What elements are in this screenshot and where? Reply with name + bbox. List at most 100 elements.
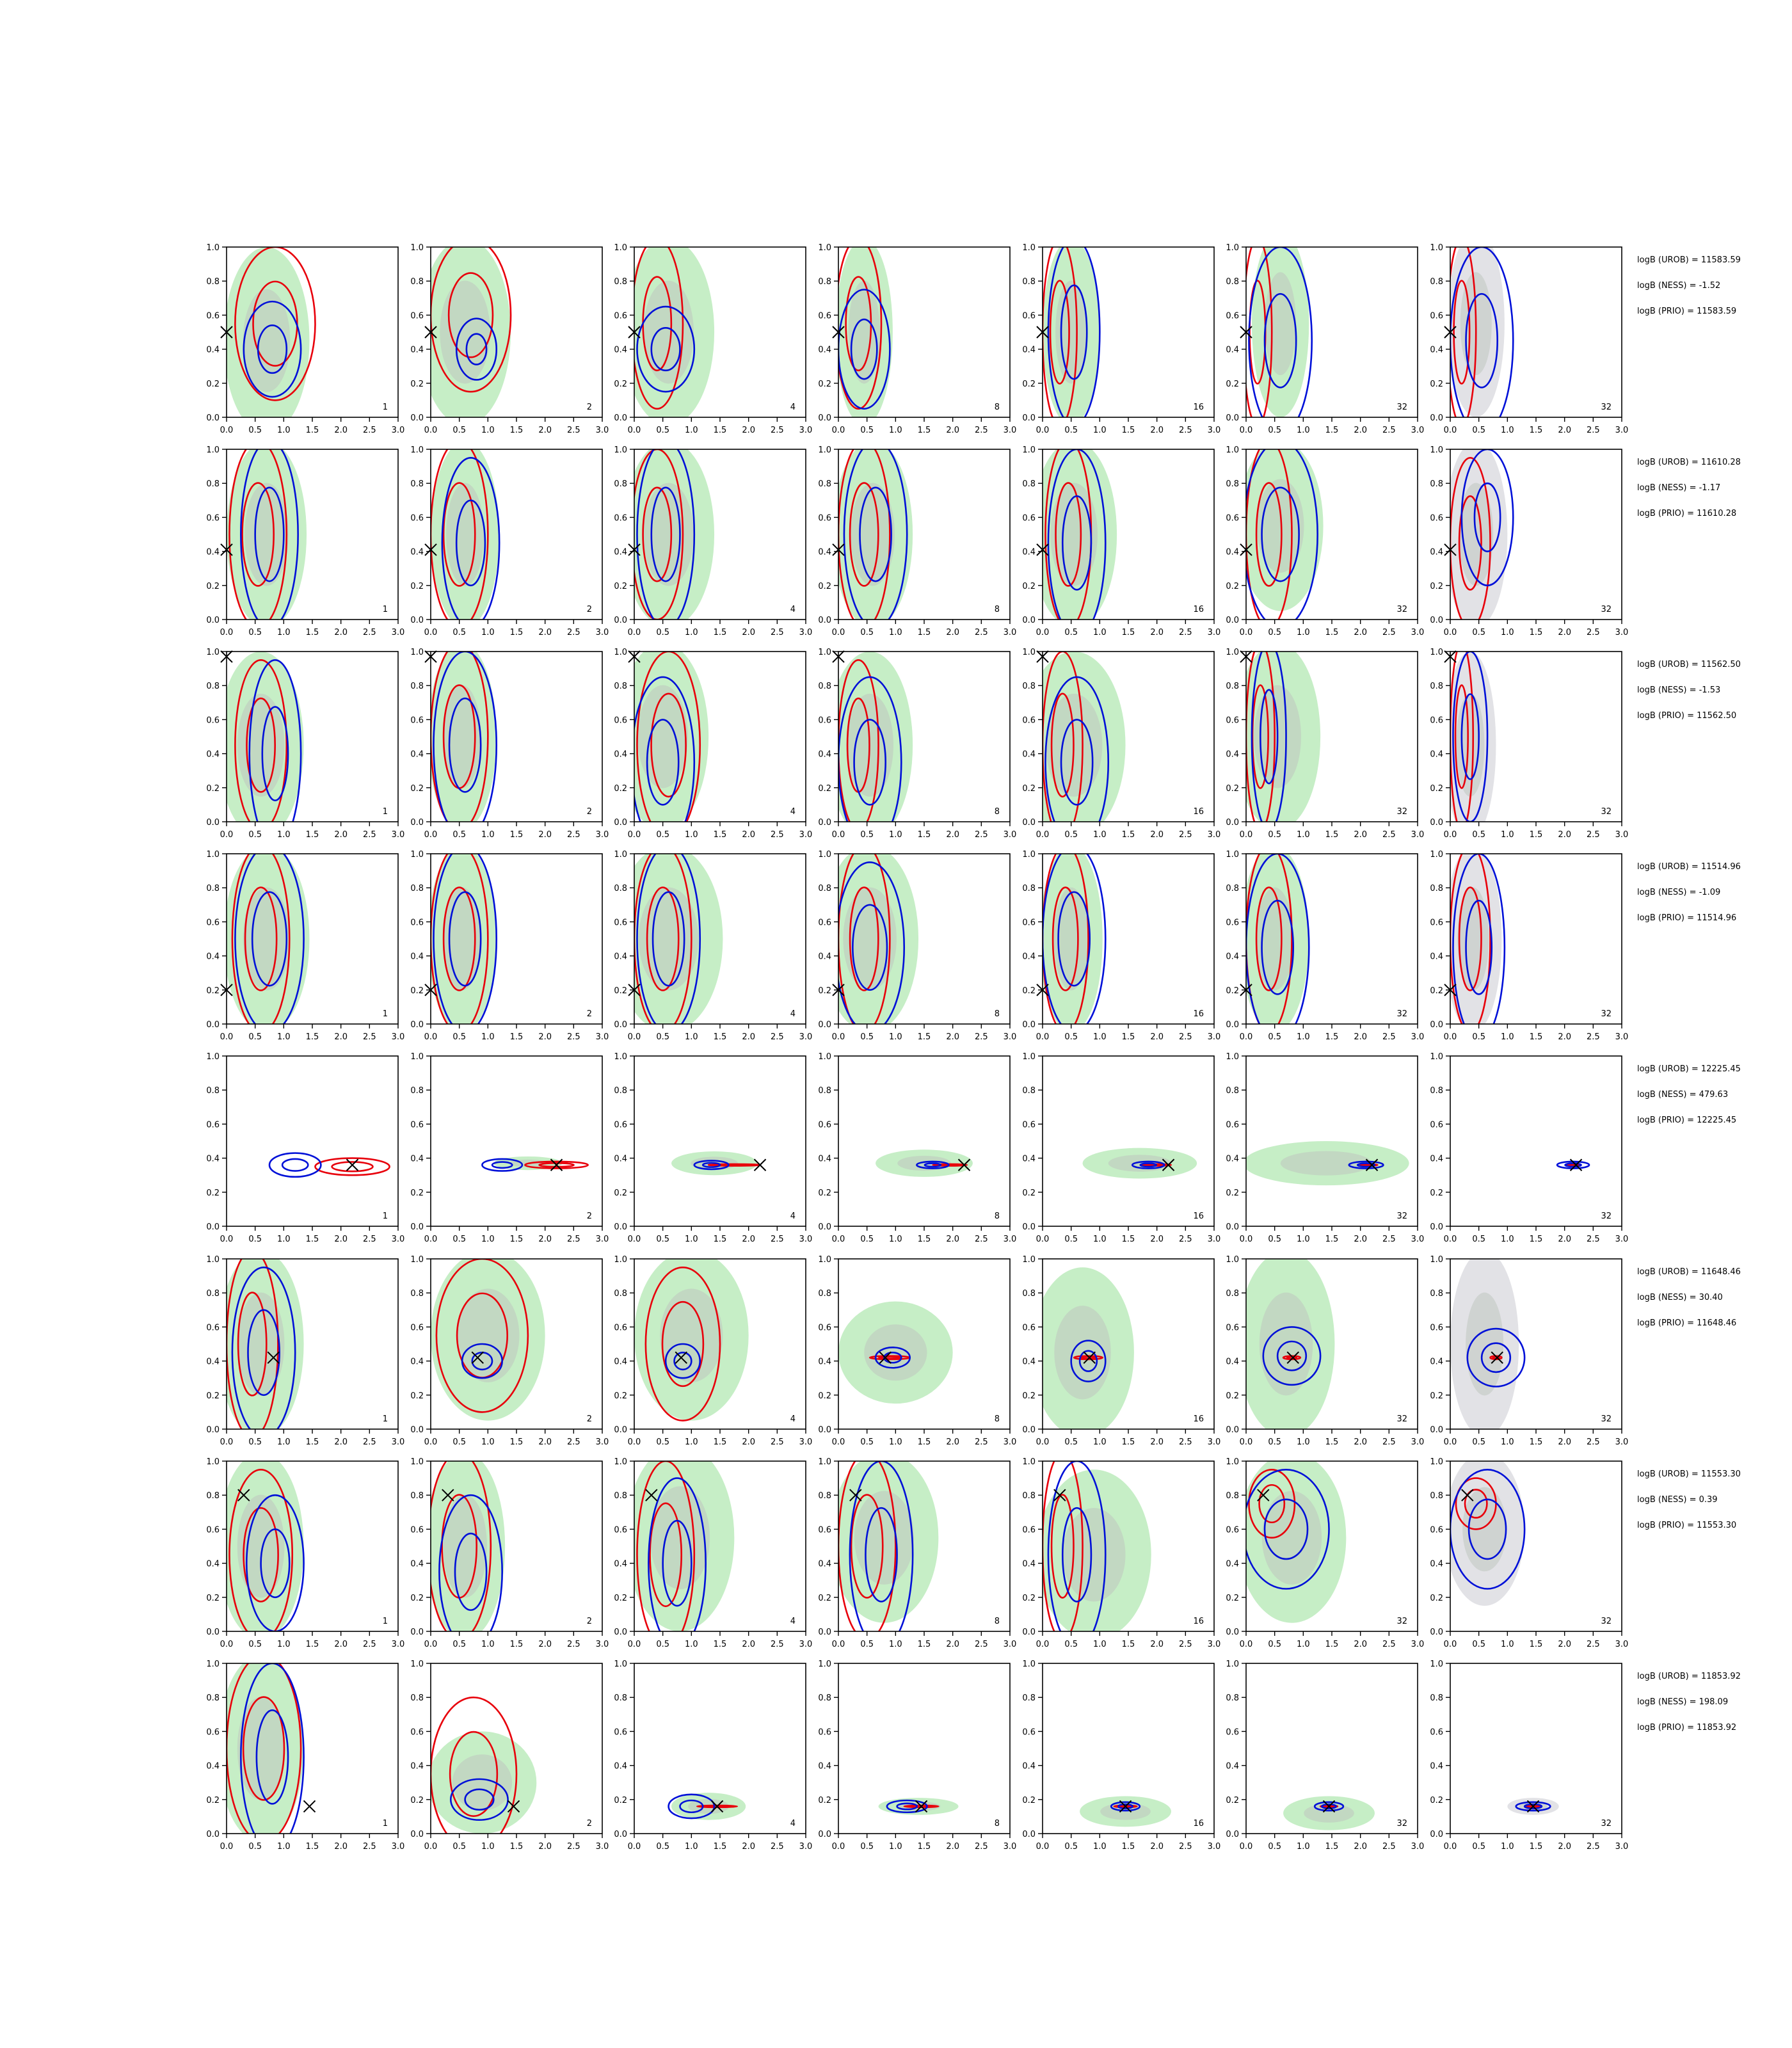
x-tick-label: 2.5 — [567, 830, 580, 840]
density-core-fill — [452, 1754, 513, 1811]
y-tick-label: 1.0 — [1430, 1052, 1443, 1062]
y-tick-label: 0.0 — [614, 1628, 627, 1637]
y-tick-label: 1.0 — [818, 1052, 831, 1062]
x-tick-label: 1.5 — [306, 628, 319, 637]
plot-area — [431, 1696, 537, 1834]
x-tick-label: 2.0 — [1558, 1235, 1571, 1244]
x-tick-label: 0.5 — [656, 1640, 669, 1649]
panel-r1-c6: 0.0 0.5 1.0 1.5 2.0 2.5 3.0 0.0 0.2 0.4 0.6 0.8 1.0 3… — [1226, 243, 1424, 435]
panel-r3-c2: 0.0 0.5 1.0 1.5 2.0 2.5 3.0 0.0 0.2 0.4 0.6 0.8 1.0 2 — [410, 648, 609, 840]
x-tick-label: 0.0 — [628, 1032, 641, 1042]
red-contour-inner — [243, 1507, 279, 1603]
truth-marker — [237, 1489, 250, 1501]
y-tick-label: 0.0 — [818, 1628, 831, 1637]
blue-contour-inner — [455, 499, 486, 587]
blue-contour-inner — [1465, 292, 1498, 388]
x-tick-label: 3.0 — [1004, 830, 1017, 840]
x-tick-label: 1.0 — [1093, 426, 1107, 435]
density-core-fill — [237, 1697, 285, 1800]
y-tick-label: 0.6 — [1226, 716, 1239, 725]
x-tick-label: 2.0 — [334, 1842, 348, 1852]
x-tick-label: 3.0 — [392, 1842, 405, 1852]
logb-annotation: logB (PRIO) = 11610.28 — [1637, 509, 1736, 518]
x-tick-label: 1.0 — [481, 1640, 495, 1649]
blue-contour-inner — [924, 1162, 942, 1168]
plot-area — [838, 854, 919, 1024]
y-tick-label: 0.6 — [1022, 1525, 1036, 1535]
x-tick-label: 0.5 — [860, 1235, 874, 1244]
panel-r8-c3: 0.0 0.5 1.0 1.5 2.0 2.5 3.0 0.0 0.2 0.4 0.6 0.8 1.0 4 — [614, 1660, 812, 1852]
y-tick-label: 0.8 — [1226, 1693, 1239, 1703]
y-tick-label: 0.4 — [818, 548, 831, 557]
y-tick-label: 1.0 — [1226, 1255, 1239, 1265]
y-tick-label: 0.4 — [410, 1762, 424, 1772]
y-tick-label: 0.4 — [1226, 1357, 1239, 1367]
panel-corner-label: 4 — [790, 1617, 796, 1626]
red-contour-inner — [1050, 1494, 1075, 1599]
y-tick-label: 0.6 — [614, 311, 627, 321]
red-contour-inner — [1453, 280, 1471, 385]
truth-marker — [1083, 1351, 1096, 1364]
x-tick-label: 2.0 — [946, 426, 959, 435]
x-tick-label: 2.5 — [975, 830, 988, 840]
x-tick-label: 0.0 — [1240, 1437, 1253, 1447]
red-contour-inner — [1049, 280, 1070, 385]
x-tick-label: 2.5 — [363, 426, 376, 435]
y-tick-label: 1.0 — [1022, 1255, 1036, 1265]
y-tick-label: 0.8 — [818, 682, 831, 691]
x-tick-label: 0.0 — [628, 1842, 641, 1852]
y-tick-label: 0.0 — [1022, 1222, 1036, 1232]
y-tick-label: 0.4 — [818, 346, 831, 355]
x-tick-label: 1.5 — [306, 1842, 319, 1852]
plot-area — [838, 449, 913, 620]
x-tick-label: 3.0 — [392, 830, 405, 840]
blue-contour-outer — [664, 1343, 701, 1379]
y-tick-label: 0.8 — [1022, 682, 1036, 691]
truth-marker — [550, 1158, 563, 1171]
x-tick-label: 1.0 — [1297, 1842, 1310, 1852]
red-contour-outer — [524, 1160, 589, 1169]
x-tick-label: 0.0 — [424, 1235, 438, 1244]
y-tick-label: 0.6 — [614, 716, 627, 725]
y-tick-label: 0.8 — [614, 682, 627, 691]
red-contour-inner — [1050, 692, 1075, 798]
y-tick-label: 0.0 — [1430, 1222, 1443, 1232]
x-tick-label: 0.0 — [1240, 1640, 1253, 1649]
x-tick-label: 2.5 — [1179, 830, 1192, 840]
x-tick-label: 0.5 — [1268, 1437, 1281, 1447]
red-contour-inner — [1454, 684, 1469, 789]
blue-contour-outer — [1044, 676, 1110, 822]
plot-area — [1246, 652, 1321, 822]
y-tick-label: 0.4 — [1430, 346, 1443, 355]
y-tick-label: 0.6 — [1226, 311, 1239, 321]
truth-marker — [879, 1351, 892, 1364]
x-tick-label: 0.0 — [1036, 1842, 1050, 1852]
x-tick-label: 2.5 — [363, 628, 376, 637]
blue-contour-inner — [465, 333, 488, 365]
y-tick-label: 0.2 — [614, 1391, 627, 1401]
red-contour-outer — [838, 1461, 897, 1631]
x-tick-label: 0.0 — [832, 1235, 845, 1244]
x-tick-label: 0.5 — [1268, 1842, 1281, 1852]
x-tick-label: 0.5 — [860, 1640, 874, 1649]
x-tick-label: 1.0 — [481, 1842, 495, 1852]
y-tick-label: 0.4 — [818, 1560, 831, 1569]
y-tick-label: 0.2 — [206, 1594, 220, 1603]
x-tick-label: 2.0 — [538, 1032, 552, 1042]
y-tick-label: 0.4 — [410, 346, 424, 355]
plot-area — [1043, 449, 1117, 620]
panel-r6-c7: 0.0 0.5 1.0 1.5 2.0 2.5 3.0 0.0 0.2 0.4 0.6 0.8 1.0 3… — [1430, 1255, 1628, 1447]
y-tick-label: 0.2 — [818, 986, 831, 996]
density-core-fill — [638, 887, 699, 991]
y-tick-label: 1.0 — [818, 648, 831, 657]
red-contour-inner — [242, 1696, 285, 1801]
x-tick-label: 2.5 — [363, 1640, 376, 1649]
red-contour-outer — [431, 1696, 518, 1834]
y-tick-label: 0.0 — [1430, 1020, 1443, 1030]
y-tick-label: 1.0 — [1226, 1052, 1239, 1062]
blue-contour-outer — [668, 1793, 716, 1820]
y-tick-label: 0.2 — [206, 1188, 220, 1198]
y-tick-label: 0.6 — [614, 1120, 627, 1130]
y-tick-label: 0.8 — [818, 1693, 831, 1703]
x-tick-label: 2.0 — [334, 1437, 348, 1447]
